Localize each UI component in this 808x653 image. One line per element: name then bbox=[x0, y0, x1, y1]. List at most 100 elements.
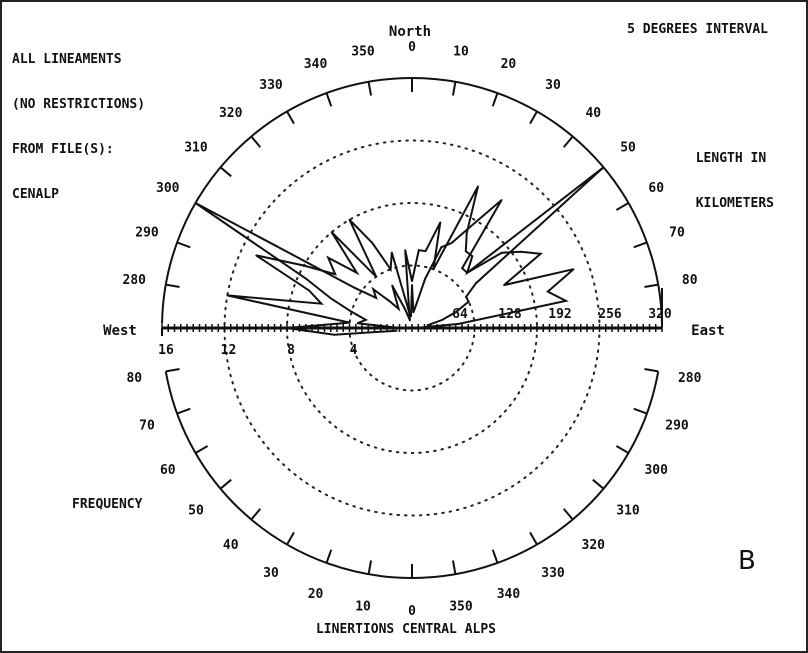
rose-length-vertex bbox=[564, 299, 567, 302]
lower-angle-label: 290 bbox=[665, 418, 689, 433]
rose-length-vertex bbox=[304, 277, 307, 280]
rose-length-vertex bbox=[546, 290, 549, 293]
lower-angle-label: 0 bbox=[408, 604, 416, 619]
rose-length-vertex bbox=[469, 225, 472, 228]
outer-tick bbox=[562, 135, 574, 148]
frequency-scale-label: 8 bbox=[287, 343, 295, 358]
outer-tick bbox=[250, 508, 262, 521]
outer-tick bbox=[529, 531, 538, 546]
tick-layer bbox=[161, 78, 663, 578]
rose-length-vertex bbox=[440, 246, 443, 249]
rose-length-vertex bbox=[572, 268, 575, 271]
outer-tick bbox=[165, 283, 180, 289]
rose-frequency-vertex bbox=[302, 264, 305, 267]
rose-frequency-vertex bbox=[404, 249, 407, 252]
rose-length-vertex bbox=[375, 296, 377, 299]
rose-frequency-vertex bbox=[432, 268, 435, 271]
lower-angle-label: 40 bbox=[223, 538, 239, 553]
lower-angle-label: 320 bbox=[582, 538, 606, 553]
rose-length-vertex bbox=[399, 327, 402, 329]
upper-angle-label: 80 bbox=[682, 273, 698, 288]
lower-angle-label: 20 bbox=[308, 587, 324, 602]
rose-length-vertex bbox=[330, 297, 333, 300]
lower-angle-label: 330 bbox=[541, 566, 565, 581]
outer-tick bbox=[615, 202, 630, 211]
rose-frequency-vertex bbox=[455, 311, 457, 313]
lower-angle-label: 300 bbox=[644, 463, 668, 478]
lower-angle-label: 10 bbox=[355, 600, 371, 615]
outer-tick bbox=[562, 508, 574, 521]
outer-tick bbox=[644, 283, 659, 289]
rose-frequency-vertex bbox=[408, 311, 411, 314]
length-label-line: KILOMETERS bbox=[695, 196, 774, 211]
upper-angle-label: 300 bbox=[156, 181, 180, 196]
length-scale-label: 256 bbox=[598, 307, 622, 322]
upper-angle-label: 20 bbox=[501, 57, 517, 72]
outer-tick bbox=[194, 445, 209, 454]
rose-frequency-vertex bbox=[334, 273, 337, 276]
outer-tick bbox=[615, 445, 630, 454]
lower-angle-label: 50 bbox=[188, 503, 204, 518]
outer-tick bbox=[176, 407, 191, 415]
rose-frequency-vertex bbox=[327, 256, 330, 259]
rose-frequency-vertex bbox=[226, 294, 229, 297]
lower-angle-label: 350 bbox=[449, 600, 473, 615]
rose-frequency-vertex bbox=[389, 268, 392, 271]
north-label: North bbox=[389, 24, 431, 40]
rose-length-vertex bbox=[388, 300, 391, 302]
upper-angle-label: 310 bbox=[184, 141, 208, 156]
length-scale-label: 320 bbox=[648, 307, 672, 322]
rose-length-vertex bbox=[409, 319, 411, 322]
outer-tick bbox=[491, 92, 499, 107]
outer-tick bbox=[644, 367, 659, 373]
marks-layer bbox=[194, 166, 605, 336]
rose-frequency-vertex bbox=[464, 250, 467, 253]
upper-angle-label: 330 bbox=[259, 78, 283, 93]
rose-length-vertex bbox=[356, 322, 359, 325]
upper-angle-label: 70 bbox=[669, 226, 685, 241]
upper-angle-label: 30 bbox=[545, 78, 561, 93]
rose-length-vertex bbox=[194, 202, 197, 204]
rose-frequency-vertex bbox=[395, 329, 398, 332]
outer-tick bbox=[633, 407, 648, 415]
length-scale-label: 128 bbox=[498, 307, 522, 322]
upper-angle-label: 280 bbox=[123, 273, 147, 288]
rose-length-vertex bbox=[500, 251, 503, 254]
header-line: ALL LINEAMENTS bbox=[12, 52, 122, 67]
rose-frequency-vertex bbox=[602, 166, 605, 169]
rose-length-vertex bbox=[410, 315, 412, 318]
upper-angle-label: 340 bbox=[304, 57, 328, 72]
rose-length-vertex bbox=[457, 323, 460, 325]
rose-length-vertex bbox=[397, 307, 400, 310]
rose-length-vertex bbox=[353, 286, 356, 289]
outer-tick bbox=[219, 478, 232, 490]
outer-tick bbox=[633, 241, 648, 249]
outer-tick bbox=[367, 81, 373, 96]
rose-frequency-vertex bbox=[390, 251, 393, 254]
rose-frequency-vertex bbox=[371, 242, 374, 244]
label-layer: North West East 280290300310320330340350… bbox=[103, 24, 725, 619]
frequency-scale-label: 4 bbox=[350, 343, 358, 358]
rose-frequency-vertex bbox=[426, 324, 429, 327]
outer-tick bbox=[165, 367, 180, 373]
rose-length-vertex bbox=[411, 284, 413, 286]
length-label-line: LENGTH IN bbox=[695, 151, 767, 166]
length-scale-label: 192 bbox=[548, 307, 571, 322]
rose-length-vertex bbox=[412, 311, 415, 314]
rose-length-vertex bbox=[539, 252, 542, 255]
lower-angle-label: 340 bbox=[497, 587, 521, 602]
length-unit-label: LENGTH IN KILOMETERS bbox=[696, 121, 774, 241]
rose-frequency-vertex bbox=[333, 333, 336, 336]
lower-angle-label: 60 bbox=[160, 463, 176, 478]
upper-angle-label: 50 bbox=[620, 141, 636, 156]
outer-tick bbox=[529, 110, 538, 125]
frequency-scale-label: 12 bbox=[221, 343, 237, 358]
frequency-label: FREQUENCY bbox=[72, 497, 143, 512]
upper-angle-label: 320 bbox=[219, 106, 243, 121]
lower-angle-label: 280 bbox=[678, 371, 702, 386]
outer-tick bbox=[325, 549, 333, 564]
west-label: West bbox=[103, 323, 137, 339]
frequency-scale-label: 16 bbox=[158, 343, 174, 358]
